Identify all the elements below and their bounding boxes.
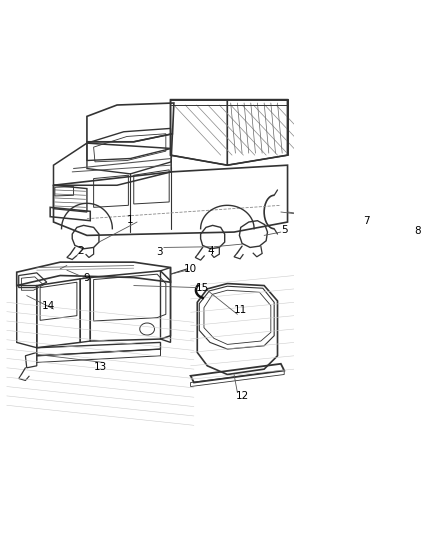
Text: 4: 4 [207,246,213,256]
Text: 1: 1 [127,215,134,225]
Text: 8: 8 [413,225,420,236]
Text: 13: 13 [93,362,107,372]
Text: 10: 10 [184,264,197,274]
Text: 15: 15 [195,282,208,293]
Text: 9: 9 [83,272,90,282]
Text: 7: 7 [362,216,369,225]
Text: 3: 3 [155,247,162,257]
Text: 12: 12 [235,391,248,401]
Text: 11: 11 [233,305,247,316]
Text: 2: 2 [77,246,83,256]
Text: 14: 14 [42,301,55,311]
Text: 5: 5 [280,225,287,235]
